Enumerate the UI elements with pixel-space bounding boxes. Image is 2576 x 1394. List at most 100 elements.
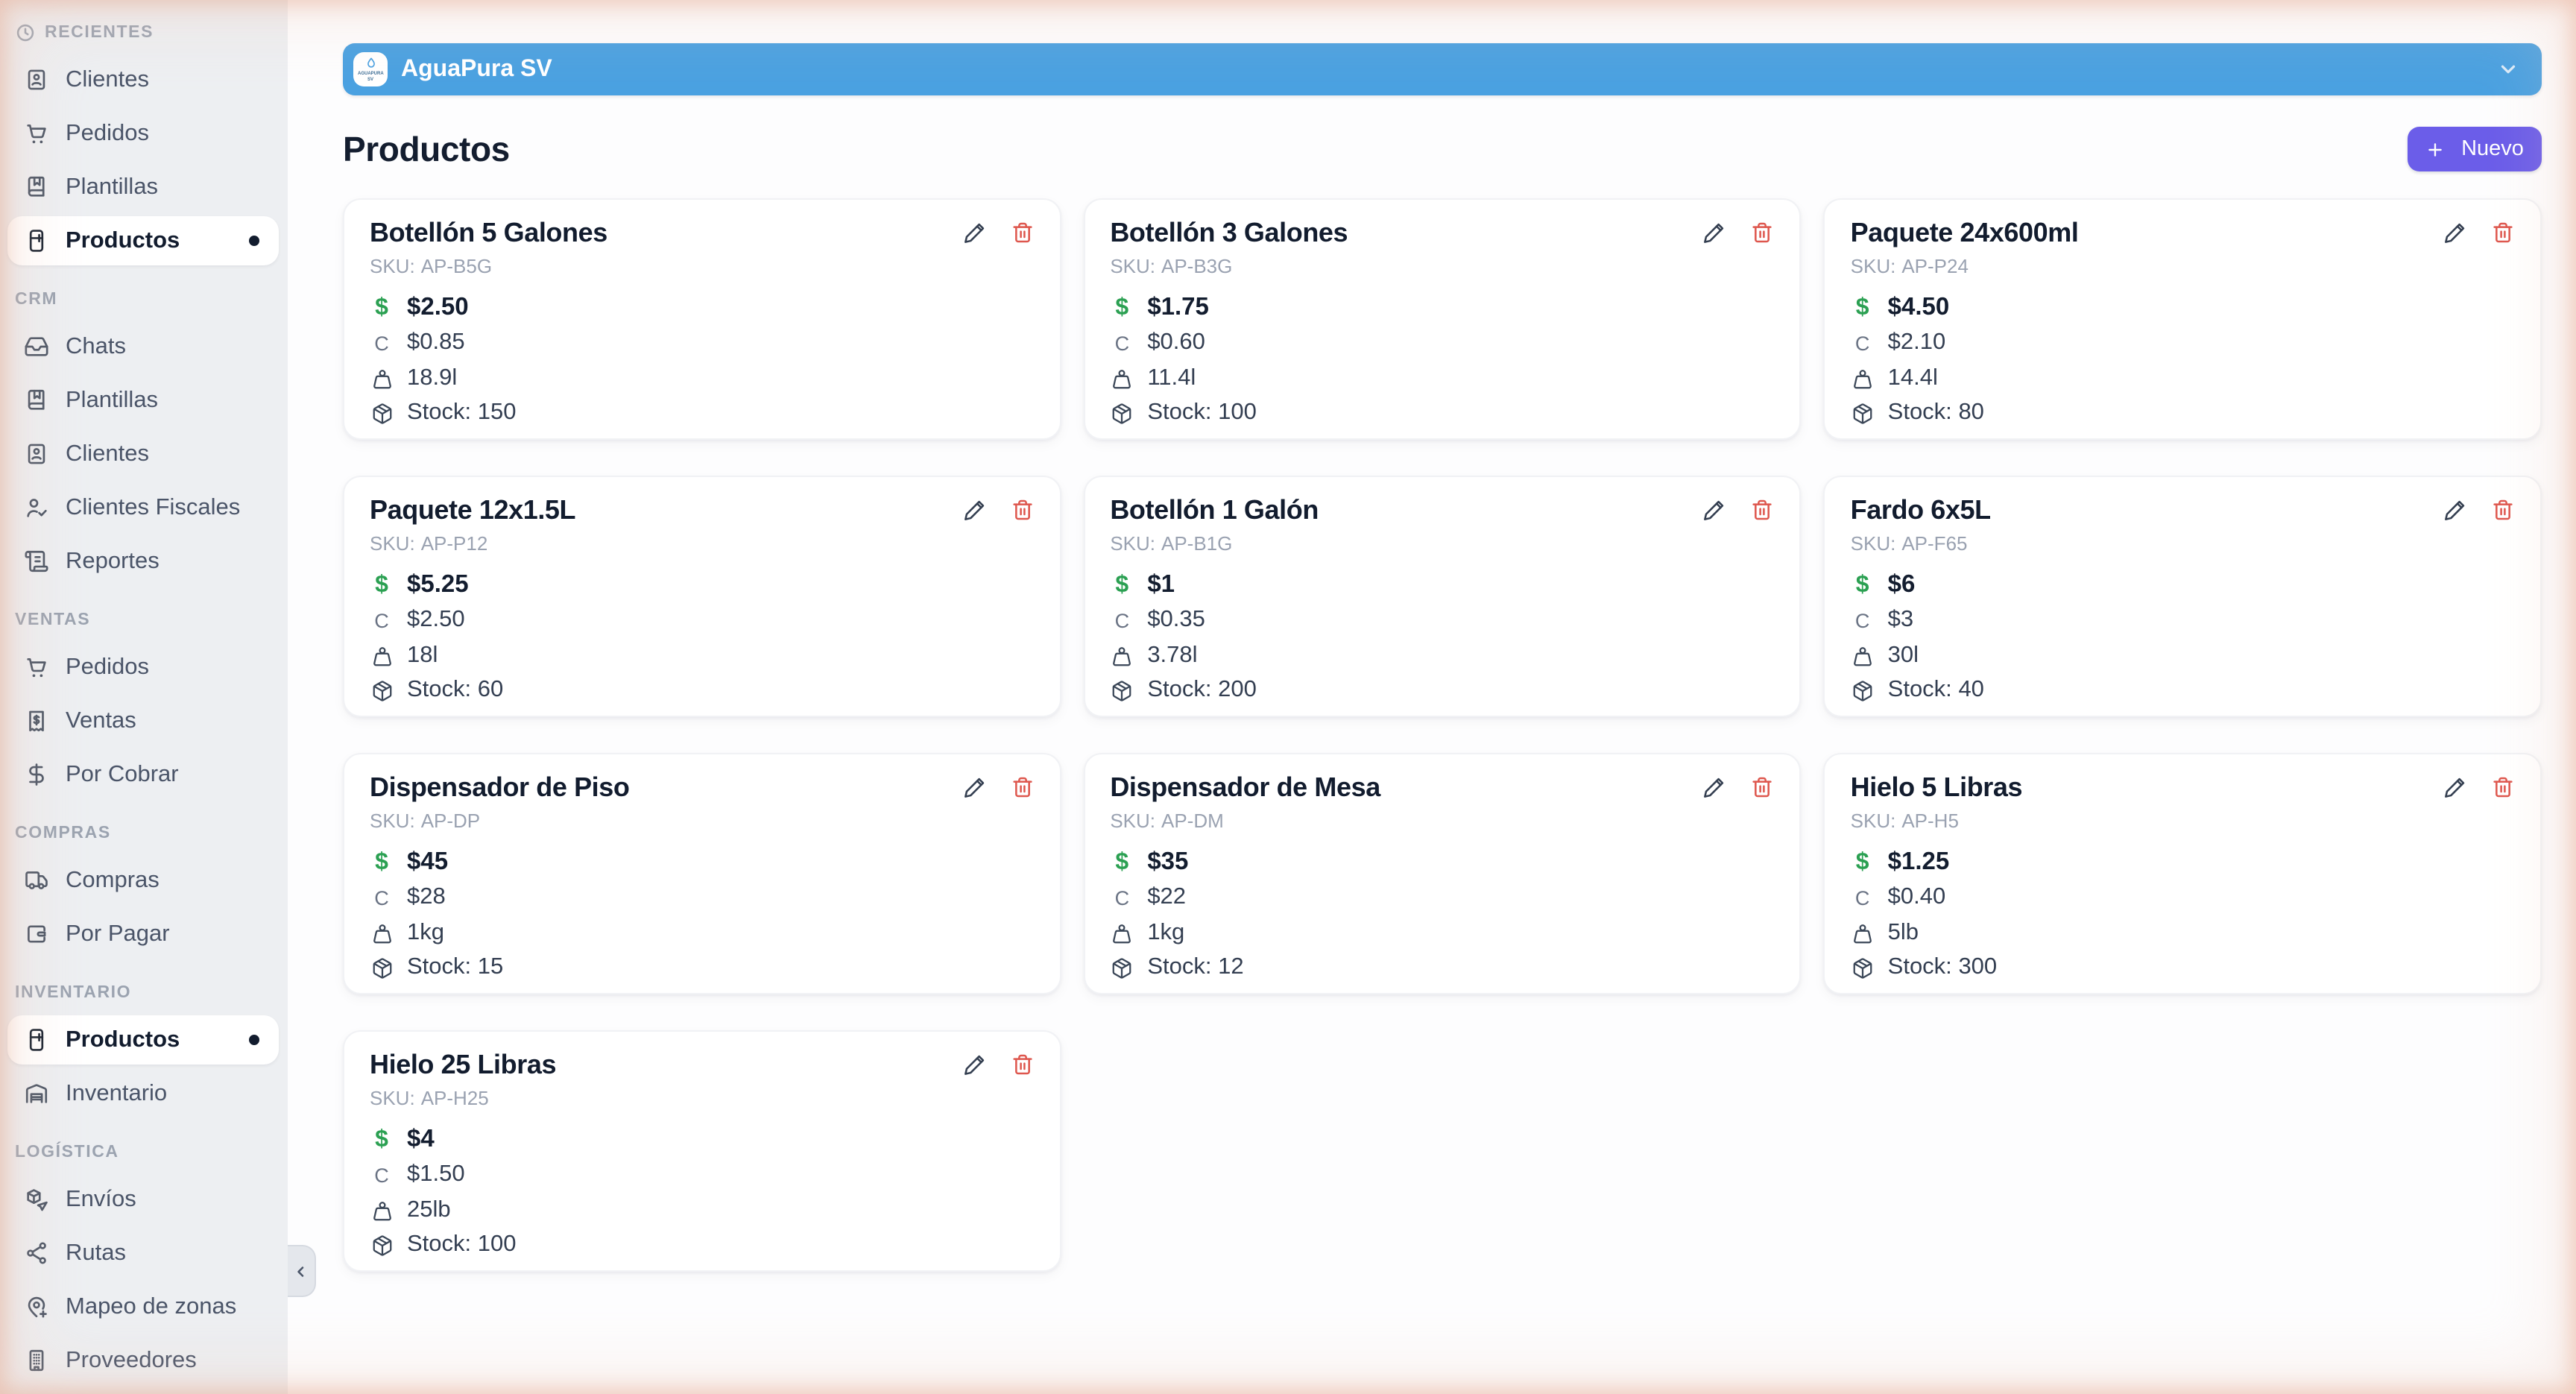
building-icon bbox=[24, 1348, 49, 1373]
sidebar-item-clientes[interactable]: Clientes bbox=[0, 55, 288, 104]
product-price-row: $ $2.50 bbox=[370, 293, 1034, 323]
sidebar-section-inventario: INVENTARIO Productos Inventario bbox=[0, 980, 288, 1118]
dollar-icon: $ bbox=[375, 294, 388, 321]
delete-icon[interactable] bbox=[2491, 498, 2515, 522]
sidebar-item-productos-inventario[interactable]: Productos bbox=[7, 1015, 279, 1065]
cart-icon bbox=[24, 655, 49, 680]
sidebar-item-mapeo-de-zonas[interactable]: Mapeo de zonas bbox=[0, 1282, 288, 1331]
product-stock: Stock: 80 bbox=[1887, 400, 1984, 426]
new-product-button[interactable]: Nuevo bbox=[2408, 127, 2542, 171]
product-stock-row: Stock: 100 bbox=[370, 1232, 1034, 1260]
section-title-logistica: LOGÍSTICA bbox=[15, 1144, 119, 1161]
product-stock-row: Stock: 150 bbox=[370, 400, 1034, 428]
product-stock-row: Stock: 300 bbox=[1851, 955, 2515, 983]
package-icon bbox=[1110, 403, 1134, 426]
sidebar-item-chats[interactable]: Chats bbox=[0, 322, 288, 371]
delete-icon[interactable] bbox=[1010, 1053, 1034, 1076]
edit-icon[interactable] bbox=[962, 775, 986, 799]
sidebar-item-ventas[interactable]: Ventas bbox=[0, 696, 288, 745]
package-icon bbox=[1851, 958, 1875, 980]
id-card-icon bbox=[24, 441, 49, 467]
sidebar-section-ventas: VENTAS Pedidos Ventas Por Cobrar bbox=[0, 607, 288, 799]
sidebar-item-clientes-fiscales[interactable]: Clientes Fiscales bbox=[0, 483, 288, 532]
product-card: Botellón 5 Galones SKU: AP-B5G $ $2.50 C… bbox=[343, 198, 1061, 440]
delete-icon[interactable] bbox=[2491, 221, 2515, 245]
product-name: Hielo 25 Libras bbox=[370, 1050, 557, 1079]
product-sku: SKU: AP-DM bbox=[1110, 809, 1224, 831]
product-name: Botellón 1 Galón bbox=[1110, 495, 1319, 525]
truck-icon bbox=[24, 868, 49, 893]
product-sku: SKU: AP-H25 bbox=[370, 1086, 489, 1108]
package-icon bbox=[1851, 681, 1875, 703]
sidebar-item-plantillas-crm[interactable]: Plantillas bbox=[0, 376, 288, 425]
org-selector[interactable]: AGUAPURA SV AguaPura SV bbox=[343, 43, 2542, 95]
edit-icon[interactable] bbox=[962, 498, 986, 522]
edit-icon[interactable] bbox=[962, 1053, 986, 1076]
delete-icon[interactable] bbox=[1010, 775, 1034, 799]
product-sku: SKU: AP-P12 bbox=[370, 532, 488, 554]
sidebar-item-pedidos-ventas[interactable]: Pedidos bbox=[0, 643, 288, 692]
edit-icon[interactable] bbox=[962, 221, 986, 245]
package-icon bbox=[1110, 958, 1134, 980]
delete-icon[interactable] bbox=[1751, 775, 1775, 799]
sidebar-collapse-button[interactable] bbox=[288, 1245, 316, 1297]
dollar-icon: $ bbox=[375, 849, 388, 875]
sidebar-item-proveedores[interactable]: Proveedores bbox=[0, 1336, 288, 1385]
delete-icon[interactable] bbox=[1010, 498, 1034, 522]
org-logo-caption: AGUAPURA SV bbox=[358, 70, 384, 81]
section-title-recientes: RECIENTES bbox=[0, 19, 288, 46]
delete-icon[interactable] bbox=[1751, 498, 1775, 522]
edit-icon[interactable] bbox=[1703, 775, 1727, 799]
product-name: Dispensador de Piso bbox=[370, 772, 630, 802]
sidebar-item-reportes[interactable]: Reportes bbox=[0, 537, 288, 586]
sidebar-item-envios[interactable]: Envíos bbox=[0, 1175, 288, 1224]
sidebar-item-compras[interactable]: Compras bbox=[0, 856, 288, 905]
edit-icon[interactable] bbox=[1703, 498, 1727, 522]
product-size-row: 5lb bbox=[1851, 920, 2515, 947]
delete-icon[interactable] bbox=[1010, 221, 1034, 245]
edit-icon[interactable] bbox=[2443, 221, 2467, 245]
product-stock: Stock: 100 bbox=[407, 1231, 517, 1258]
edit-icon[interactable] bbox=[2443, 498, 2467, 522]
cart-icon bbox=[24, 121, 49, 146]
dollar-icon: $ bbox=[375, 1126, 388, 1152]
user-check-icon bbox=[24, 495, 49, 520]
active-dot bbox=[249, 1035, 259, 1045]
product-size-row: 18.9l bbox=[370, 365, 1034, 393]
product-cost-row: C $0.40 bbox=[1851, 885, 2515, 912]
product-stock-row: Stock: 80 bbox=[1851, 400, 2515, 428]
plus-icon bbox=[2425, 139, 2445, 159]
product-cost-row: C $0.35 bbox=[1110, 608, 1774, 635]
delete-icon[interactable] bbox=[1751, 221, 1775, 245]
weight-icon bbox=[370, 368, 394, 390]
chevron-left-icon bbox=[292, 1262, 310, 1280]
product-card: Fardo 6x5L SKU: AP-F65 $ $6 C $3 30l bbox=[1823, 476, 2542, 717]
fridge-icon bbox=[24, 1027, 49, 1053]
product-grid: Botellón 5 Galones SKU: AP-B5G $ $2.50 C… bbox=[343, 198, 2542, 1302]
package-icon bbox=[370, 1235, 394, 1258]
sidebar-item-clientes-crm[interactable]: Clientes bbox=[0, 429, 288, 479]
sidebar-item-productos-active[interactable]: Productos bbox=[7, 216, 279, 265]
cost-letter-icon: C bbox=[1114, 332, 1130, 354]
cost-letter-icon: C bbox=[1114, 609, 1130, 631]
cost-letter-icon: C bbox=[1114, 886, 1130, 909]
cost-letter-icon: C bbox=[1854, 886, 1870, 909]
product-name: Hielo 5 Libras bbox=[1850, 772, 2023, 802]
clock-icon bbox=[15, 22, 36, 43]
sidebar-item-por-pagar[interactable]: Por Pagar bbox=[0, 909, 288, 959]
sidebar-item-plantillas[interactable]: Plantillas bbox=[0, 163, 288, 212]
route-icon bbox=[24, 1240, 49, 1266]
sidebar-item-pedidos[interactable]: Pedidos bbox=[0, 109, 288, 158]
product-size-row: 3.78l bbox=[1110, 643, 1774, 670]
sidebar-item-inventario[interactable]: Inventario bbox=[0, 1069, 288, 1118]
weight-icon bbox=[1110, 645, 1134, 667]
edit-icon[interactable] bbox=[1703, 221, 1727, 245]
delete-icon[interactable] bbox=[2491, 775, 2515, 799]
product-cost-row: C $1.50 bbox=[370, 1162, 1034, 1190]
sidebar-item-por-cobrar[interactable]: Por Cobrar bbox=[0, 750, 288, 799]
product-card: Dispensador de Mesa SKU: AP-DM $ $35 C $… bbox=[1083, 753, 1802, 994]
product-stock: Stock: 100 bbox=[1147, 400, 1257, 426]
product-card: Hielo 5 Libras SKU: AP-H5 $ $1.25 C $0.4… bbox=[1823, 753, 2542, 994]
sidebar-item-rutas[interactable]: Rutas bbox=[0, 1229, 288, 1278]
edit-icon[interactable] bbox=[2443, 775, 2467, 799]
